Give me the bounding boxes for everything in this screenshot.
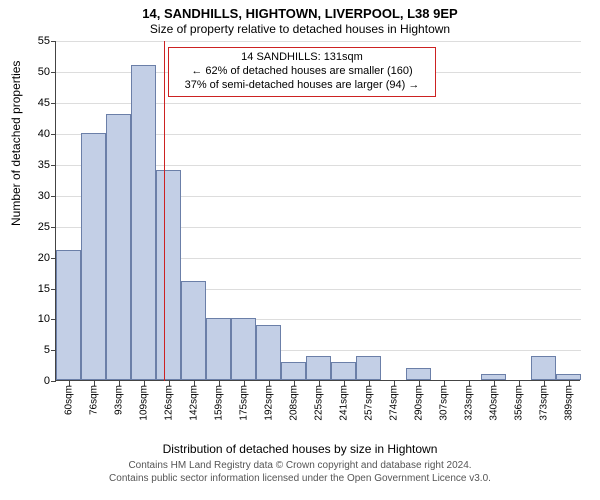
histogram-bar — [231, 318, 256, 380]
histogram-bar — [81, 133, 106, 380]
gridline — [56, 41, 581, 42]
xtick-label: 340sqm — [488, 385, 499, 421]
xtick-label: 60sqm — [63, 385, 74, 415]
reference-marker-line — [164, 41, 165, 381]
ytick-label: 5 — [44, 344, 50, 356]
ytick — [51, 196, 56, 197]
annotation-line: 14 SANDHILLS: 131sqm — [175, 51, 429, 65]
chart-container: 14, SANDHILLS, HIGHTOWN, LIVERPOOL, L38 … — [0, 6, 600, 381]
ytick — [51, 103, 56, 104]
xtick-label: 241sqm — [338, 385, 349, 421]
histogram-bar — [106, 114, 131, 380]
plot-area: 051015202530354045505560sqm76sqm93sqm109… — [55, 41, 580, 381]
ytick-label: 30 — [38, 190, 50, 202]
annotation-line: 37% of semi-detached houses are larger (… — [175, 79, 429, 93]
xtick-label: 142sqm — [188, 385, 199, 421]
plot-box: 051015202530354045505560sqm76sqm93sqm109… — [55, 41, 580, 381]
xtick-label: 225sqm — [313, 385, 324, 421]
xtick-label: 257sqm — [363, 385, 374, 421]
xtick-label: 93sqm — [113, 385, 124, 415]
ytick-label: 15 — [38, 283, 50, 295]
xtick-label: 307sqm — [438, 385, 449, 421]
xtick-label: 290sqm — [413, 385, 424, 421]
y-axis-label: Number of detached properties — [9, 61, 23, 226]
histogram-bar — [306, 356, 331, 381]
ytick-label: 0 — [44, 375, 50, 387]
histogram-bar — [156, 170, 181, 380]
ytick-label: 20 — [38, 252, 50, 264]
xtick-label: 274sqm — [388, 385, 399, 421]
xtick-label: 126sqm — [163, 385, 174, 421]
ytick-label: 25 — [38, 221, 50, 233]
ytick-label: 40 — [38, 128, 50, 140]
ytick — [51, 165, 56, 166]
histogram-bar — [356, 356, 381, 381]
xtick-label: 76sqm — [88, 385, 99, 415]
histogram-bar — [331, 362, 356, 381]
histogram-bar — [481, 374, 506, 380]
footer-line-2: Contains public sector information licen… — [0, 473, 600, 486]
annotation-box: 14 SANDHILLS: 131sqm← 62% of detached ho… — [168, 47, 436, 96]
ytick — [51, 134, 56, 135]
xtick-label: 356sqm — [513, 385, 524, 421]
ytick-label: 10 — [38, 313, 50, 325]
xtick-label: 373sqm — [538, 385, 549, 421]
ytick-label: 45 — [38, 97, 50, 109]
histogram-bar — [131, 65, 156, 380]
histogram-bar — [256, 325, 281, 381]
histogram-bar — [56, 250, 81, 380]
ytick — [51, 381, 56, 382]
histogram-bar — [206, 318, 231, 380]
footer-line-1: Contains HM Land Registry data © Crown c… — [0, 460, 600, 473]
histogram-bar — [181, 281, 206, 380]
xtick-label: 192sqm — [263, 385, 274, 421]
histogram-bar — [281, 362, 306, 381]
histogram-bar — [531, 356, 556, 381]
chart-title-main: 14, SANDHILLS, HIGHTOWN, LIVERPOOL, L38 … — [0, 6, 600, 22]
xtick-label: 389sqm — [563, 385, 574, 421]
ytick-label: 50 — [38, 66, 50, 78]
histogram-bar — [406, 368, 431, 380]
ytick — [51, 72, 56, 73]
xtick-label: 208sqm — [288, 385, 299, 421]
xtick-label: 159sqm — [213, 385, 224, 421]
xtick-label: 175sqm — [238, 385, 249, 421]
xtick-label: 323sqm — [463, 385, 474, 421]
ytick — [51, 41, 56, 42]
xtick-label: 109sqm — [138, 385, 149, 421]
ytick-label: 35 — [38, 159, 50, 171]
x-axis-label: Distribution of detached houses by size … — [0, 442, 600, 456]
chart-footer: Contains HM Land Registry data © Crown c… — [0, 460, 600, 485]
ytick-label: 55 — [38, 35, 50, 47]
histogram-bar — [556, 374, 581, 380]
chart-title-sub: Size of property relative to detached ho… — [0, 22, 600, 37]
ytick — [51, 227, 56, 228]
annotation-line: ← 62% of detached houses are smaller (16… — [175, 65, 429, 79]
